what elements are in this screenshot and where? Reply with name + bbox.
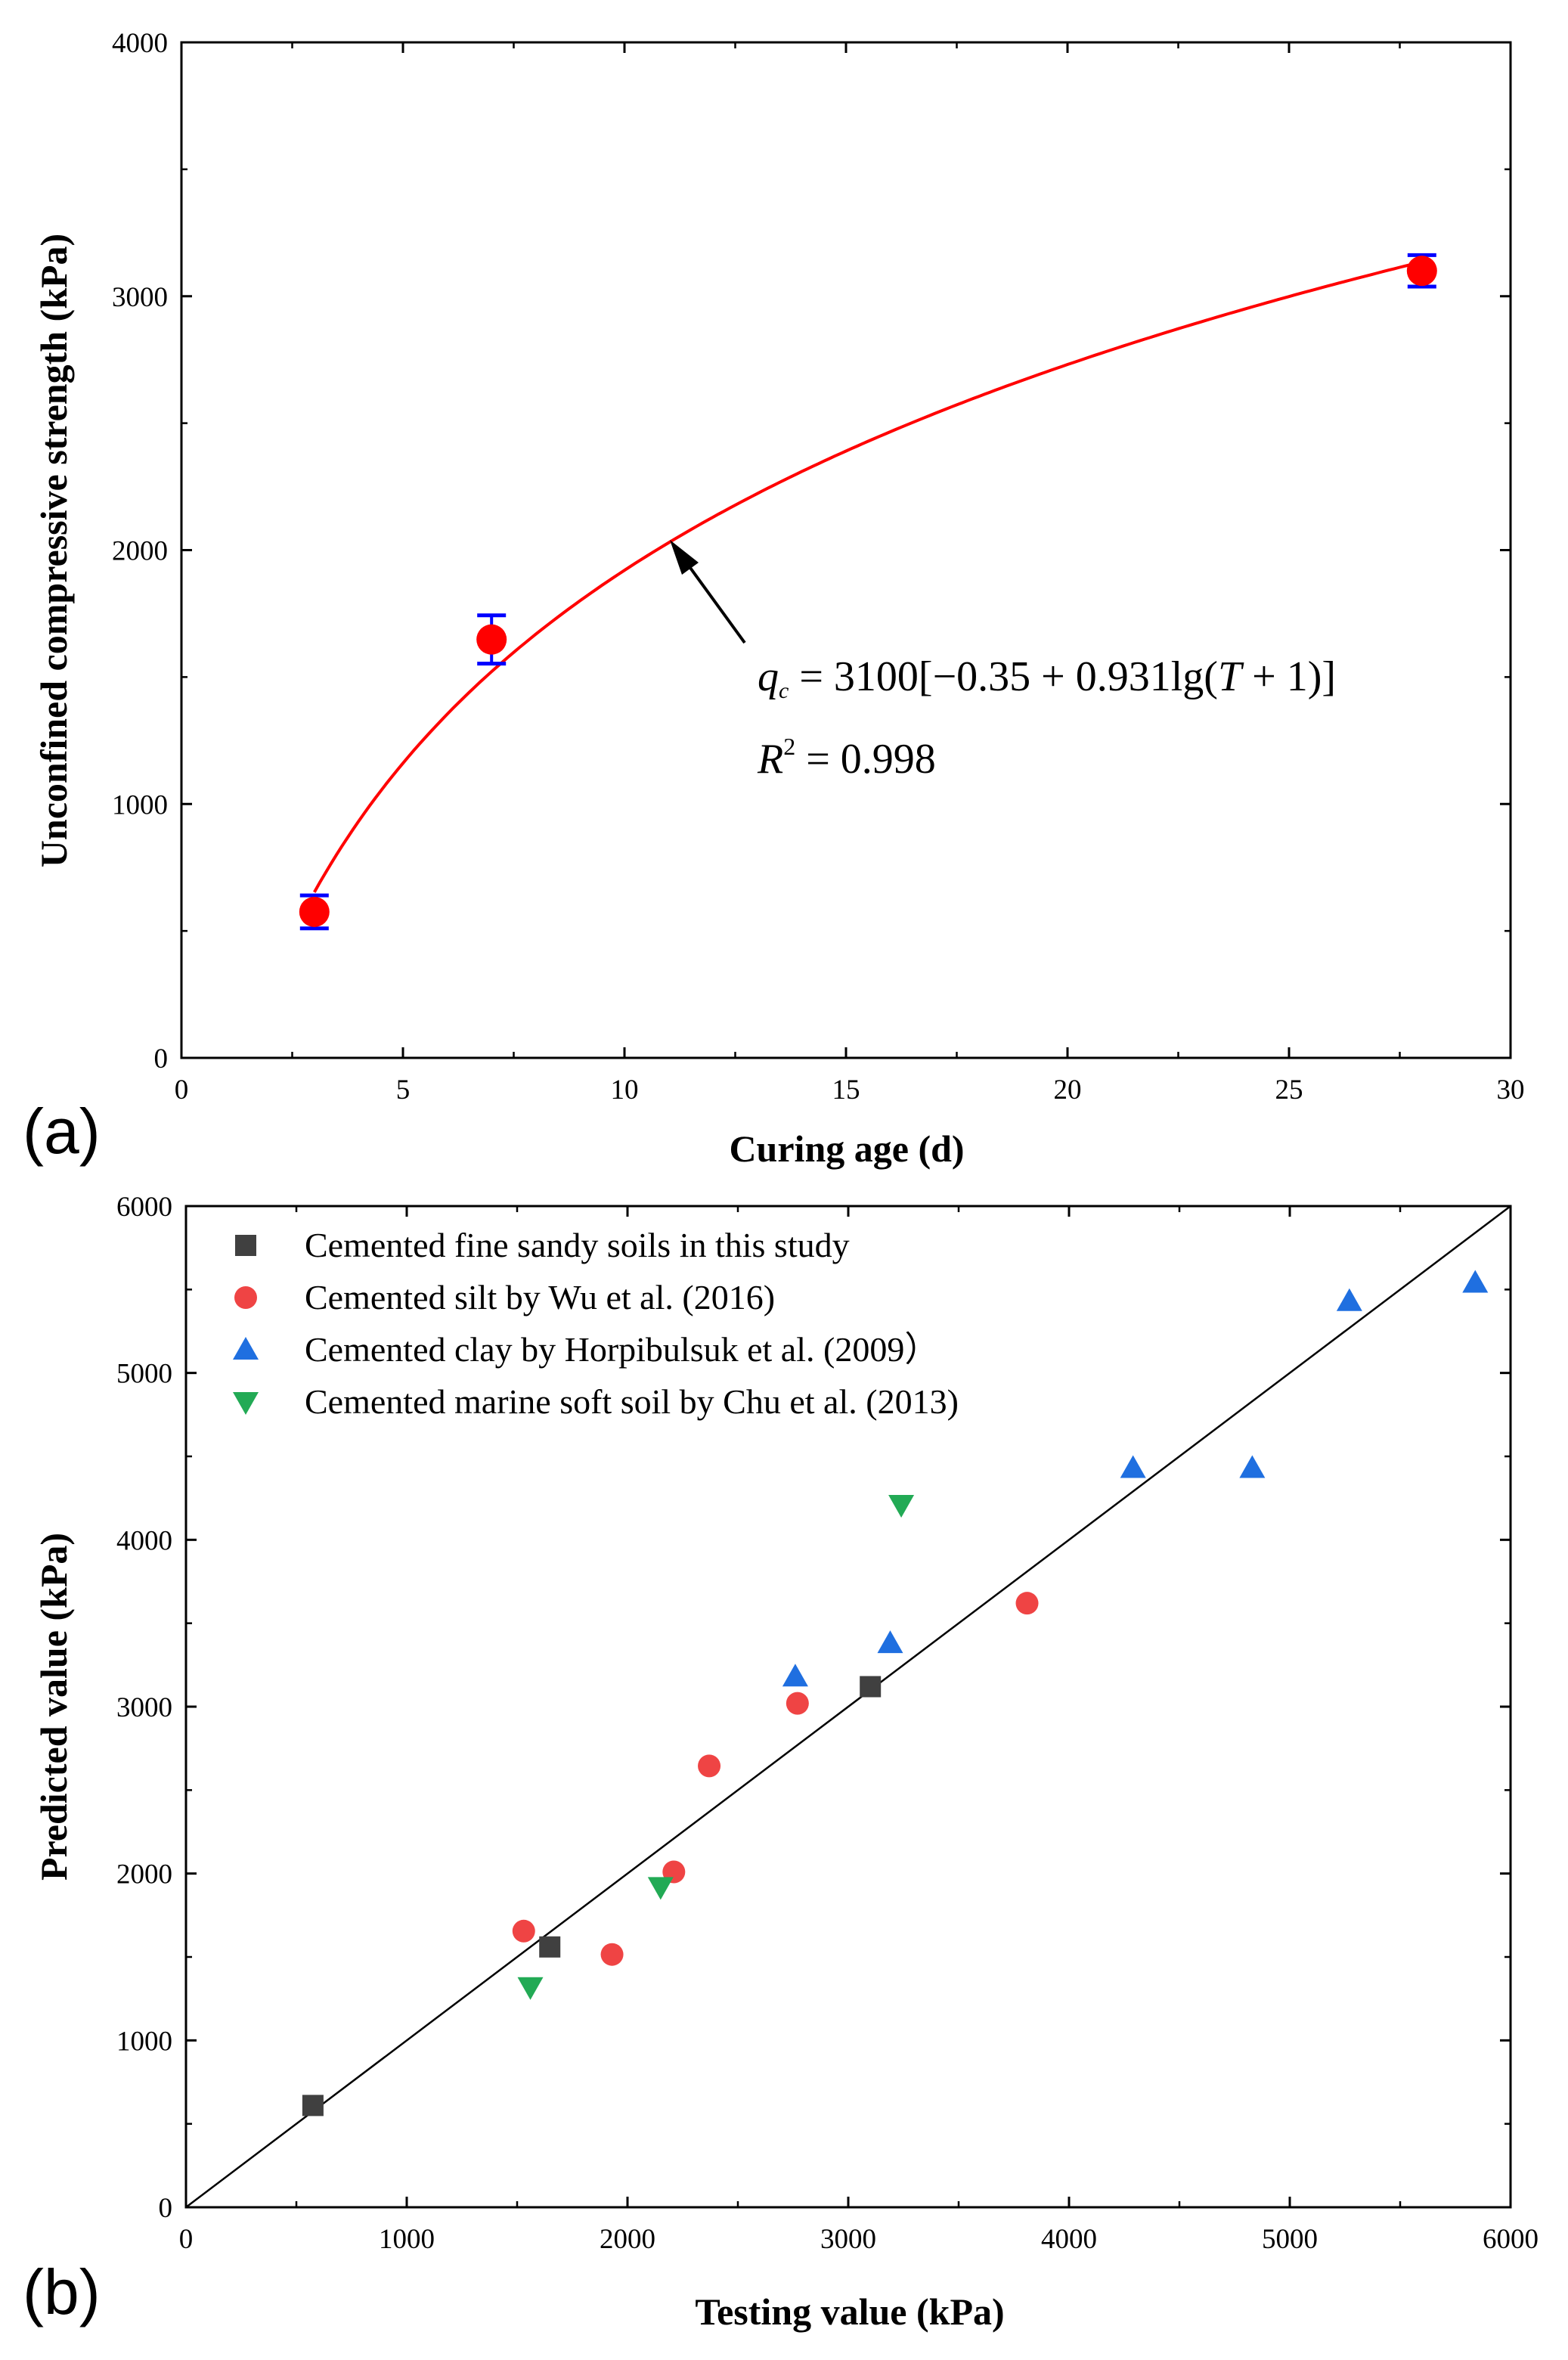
chart-b-panel-label: (b) <box>23 2256 101 2327</box>
data-point <box>476 624 507 655</box>
chart-a-x-tick-label: 5 <box>396 1075 411 1106</box>
chart-b-y-tick-label: 2000 <box>116 1859 172 1890</box>
legend-marker <box>234 1286 257 1309</box>
chart-a-annotation-arrow <box>679 553 746 644</box>
data-point-circle <box>698 1754 721 1778</box>
chart-a: 0 5 10 15 20 25 30 0 1000 2000 3000 4000 qc = 3100[… <box>23 28 1525 1170</box>
chart-b-x-tick-label: 2000 <box>600 2224 655 2255</box>
legend-marker <box>233 1337 259 1360</box>
legend-entry-fine-sandy: Cemented fine sandy soils in this study <box>235 1226 850 1264</box>
data-point-triangle-down <box>888 1494 915 1518</box>
chart-a-x-tick-label: 20 <box>1054 1075 1082 1106</box>
legend-entry-clay: Cemented clay by Horpibulsuk et al. (200… <box>233 1330 939 1369</box>
data-point-square <box>539 1936 561 1958</box>
data-point-triangle-up <box>877 1630 903 1654</box>
chart-b-x-tick-label: 0 <box>179 2224 194 2255</box>
data-point-triangle-down <box>647 1877 674 1900</box>
chart-a-y-tick-label: 1000 <box>112 789 168 820</box>
chart-a-annotation-arrowhead <box>670 540 699 575</box>
legend-marker-square <box>235 1235 256 1256</box>
chart-a-x-tick-label: 30 <box>1497 1075 1525 1106</box>
chart-b-y-axis-label: Predicted value (kPa) <box>33 1533 75 1881</box>
data-point-triangle-up <box>1239 1455 1266 1478</box>
chart-b-tick-labels: 0 1000 2000 3000 4000 5000 6000 0 1000 2000 3000 40… <box>116 1192 1539 2255</box>
chart-b-y-tick-label: 5000 <box>116 1359 172 1390</box>
chart-b-data-points <box>302 1270 1489 2117</box>
chart-b-y-tick-label: 6000 <box>116 1192 172 1223</box>
chart-a-r-squared: R2 = 0.998 <box>757 733 936 783</box>
legend-marker <box>235 1235 256 1256</box>
data-point-circle <box>512 1919 535 1943</box>
chart-b-x-tick-label: 1000 <box>379 2224 435 2255</box>
chart-b-x-tick-label: 6000 <box>1483 2224 1539 2255</box>
chart-a-tick-labels: 0 5 10 15 20 25 30 0 1000 2000 3000 4000 <box>112 28 1525 1106</box>
legend-label-silt: Cemented silt by Wu et al. (2016) <box>305 1278 775 1316</box>
data-point <box>299 896 330 927</box>
chart-a-y-axis-label: Unconfined compressive strength (kPa) <box>33 234 75 867</box>
data-point-circle <box>1015 1592 1039 1615</box>
chart-b-x-axis-label: Testing value (kPa) <box>695 2290 1004 2333</box>
chart-b-x-tick-label: 3000 <box>820 2224 876 2255</box>
legend-label-marine: Cemented marine soft soil by Chu et al. … <box>305 1382 959 1421</box>
chart-a-data-points <box>299 253 1437 931</box>
chart-a-y-tick-label: 4000 <box>112 28 168 59</box>
chart-a-y-tick-label: 0 <box>154 1044 169 1075</box>
legend-marker-circle <box>234 1286 257 1309</box>
data-point-square <box>860 1676 882 1698</box>
legend-marker-triangle-down <box>233 1392 259 1415</box>
chart-a-y-tick-label: 3000 <box>112 282 168 313</box>
data-point-square <box>302 2095 324 2117</box>
chart-a-ticks <box>180 41 1512 1059</box>
chart-b-y-tick-label: 3000 <box>116 1692 172 1723</box>
chart-b-y-tick-label: 0 <box>159 2193 173 2224</box>
chart-a-fit-equation: qc = 3100[−0.35 + 0.931lg(T + 1)] <box>758 653 1336 703</box>
chart-b-y-tick-label: 4000 <box>116 1525 172 1556</box>
data-point-triangle-up <box>1120 1455 1146 1478</box>
legend-entry-silt: Cemented silt by Wu et al. (2016) <box>234 1278 775 1316</box>
chart-a-panel-label: (a) <box>23 1096 101 1167</box>
chart-a-x-tick-label: 25 <box>1275 1075 1303 1106</box>
chart-a-x-tick-label: 15 <box>832 1075 860 1106</box>
data-point <box>1406 256 1437 287</box>
data-point-circle <box>786 1692 809 1715</box>
chart-b-x-tick-label: 4000 <box>1041 2224 1097 2255</box>
legend-marker <box>233 1392 259 1415</box>
data-point-triangle-up <box>1462 1270 1489 1293</box>
chart-b-legend: Cemented fine sandy soils in this study … <box>233 1226 959 1421</box>
chart-a-x-tick-label: 0 <box>175 1075 189 1106</box>
legend-label-fine-sandy: Cemented fine sandy soils in this study <box>305 1226 850 1264</box>
data-point-triangle-up <box>782 1664 808 1687</box>
chart-b: 0 1000 2000 3000 4000 5000 6000 0 1000 2000 3000 40… <box>23 1192 1539 2333</box>
chart-a-y-tick-label: 2000 <box>112 536 168 567</box>
chart-a-x-tick-label: 10 <box>611 1075 639 1106</box>
legend-label-clay: Cemented clay by Horpibulsuk et al. (200… <box>305 1330 939 1369</box>
chart-b-y-tick-label: 1000 <box>116 2026 172 2057</box>
chart-a-fit-curve <box>313 260 1423 893</box>
chart-a-x-axis-label: Curing age (d) <box>729 1127 964 1170</box>
chart-b-reference-line <box>185 1205 1511 2208</box>
data-point-circle <box>600 1943 624 1966</box>
data-point-triangle-up <box>1336 1288 1362 1311</box>
legend-entry-marine: Cemented marine soft soil by Chu et al. … <box>233 1382 959 1421</box>
chart-b-frame <box>184 1205 1512 2209</box>
chart-a-frame <box>180 41 1512 1059</box>
chart-b-x-tick-label: 5000 <box>1262 2224 1318 2255</box>
data-point-triangle-down <box>517 1977 544 2000</box>
legend-marker-triangle-up <box>233 1337 259 1360</box>
